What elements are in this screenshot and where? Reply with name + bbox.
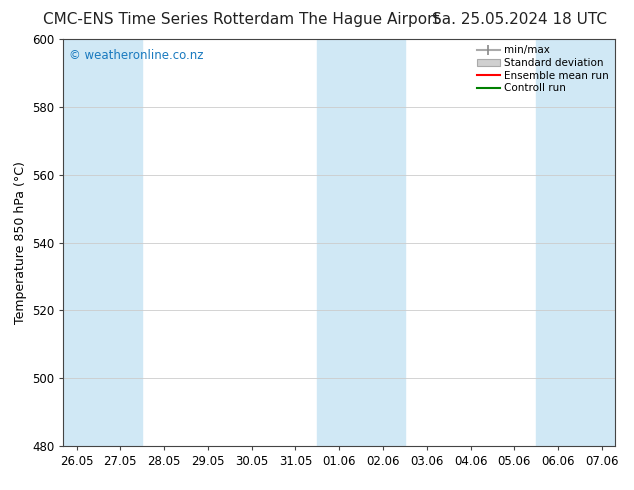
Y-axis label: Temperature 850 hPa (°C): Temperature 850 hPa (°C) <box>13 161 27 324</box>
Bar <box>536 39 634 446</box>
Text: © weatheronline.co.nz: © weatheronline.co.nz <box>69 49 204 62</box>
Text: Sa. 25.05.2024 18 UTC: Sa. 25.05.2024 18 UTC <box>432 12 607 27</box>
Bar <box>55 39 142 446</box>
Bar <box>317 39 405 446</box>
Legend: min/max, Standard deviation, Ensemble mean run, Controll run: min/max, Standard deviation, Ensemble me… <box>474 42 612 97</box>
Text: CMC-ENS Time Series Rotterdam The Hague Airport: CMC-ENS Time Series Rotterdam The Hague … <box>42 12 439 27</box>
